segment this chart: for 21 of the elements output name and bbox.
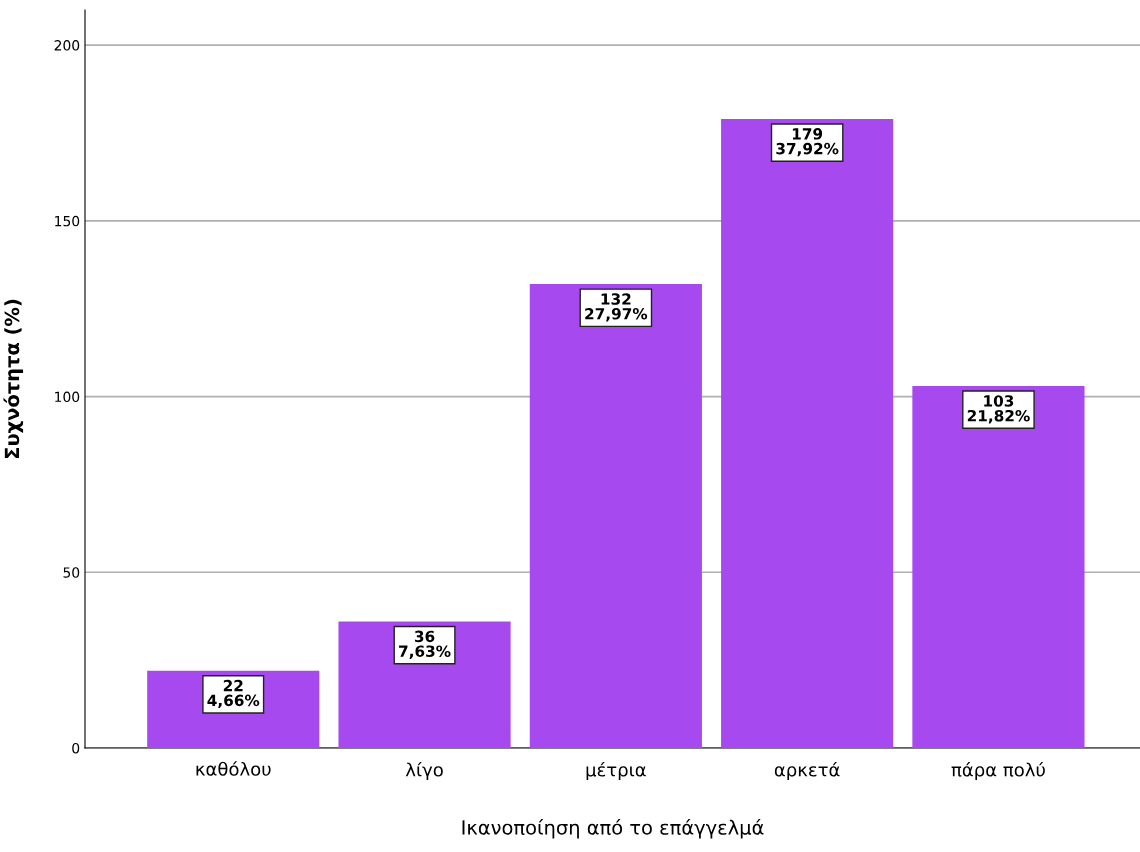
bar (338, 621, 511, 748)
x-tick-label: μέτρια (586, 761, 646, 781)
bar (912, 386, 1085, 748)
y-tick-label: 100 (55, 391, 80, 403)
bar (721, 118, 894, 748)
x-axis-title: Ικανοποίηση από το επάγγελμά (462, 818, 764, 839)
data-label: 132 27,97% (585, 293, 648, 322)
data-label: 36 7,63% (399, 630, 451, 659)
x-tick-label: καθόλου (196, 761, 271, 776)
y-tick-label: 200 (54, 40, 80, 51)
bar (529, 284, 702, 748)
x-tick-label: πάρα πολύ (951, 761, 1045, 781)
data-label: 179 37,92% (776, 128, 839, 157)
data-label: 103 21,82% (967, 395, 1030, 424)
y-tick-label: 50 (63, 567, 80, 578)
y-tick-label: 0 (72, 742, 80, 754)
data-label: 22 4,66% (207, 679, 260, 709)
x-tick-label: αρκετά (774, 761, 840, 781)
y-tick-label: 150 (55, 215, 80, 227)
x-tick-label: λίγο (405, 761, 443, 781)
y-axis-title: Συχνότητα (%) (3, 299, 24, 459)
